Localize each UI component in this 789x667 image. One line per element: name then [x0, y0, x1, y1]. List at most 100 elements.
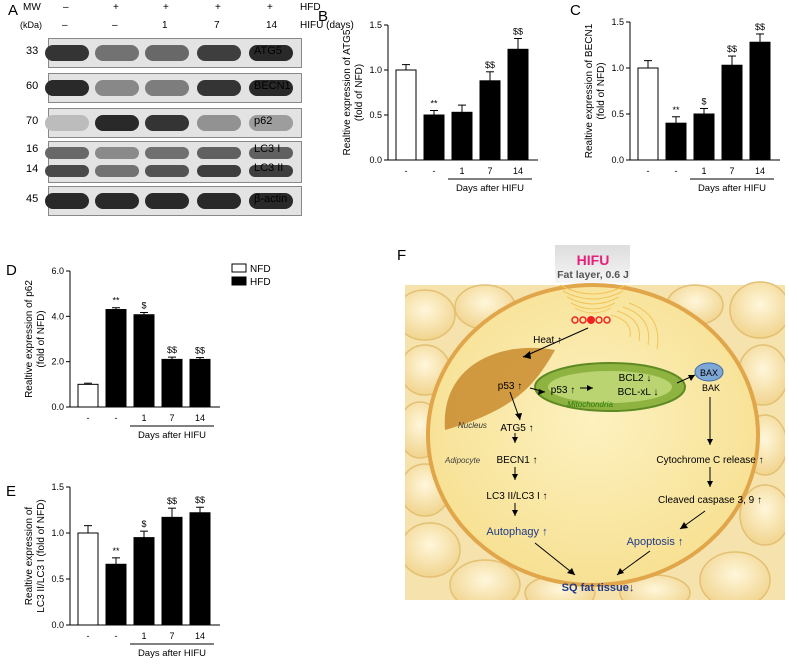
category-label: 7 — [169, 413, 174, 423]
y-axis-label: Realtive expression of — [24, 507, 35, 606]
bar — [105, 309, 127, 408]
legend-swatch — [231, 276, 247, 286]
blot-band — [197, 165, 241, 177]
y-tick-label: 0.0 — [51, 402, 64, 412]
bar — [133, 314, 155, 408]
y-tick-label: 0.5 — [369, 110, 382, 120]
p53-mito-label: p53 ↑ — [551, 385, 575, 396]
blot-band — [197, 45, 241, 61]
blot-band — [249, 80, 293, 96]
hfd-sign: + — [163, 2, 169, 13]
blot-band — [145, 80, 189, 96]
significance-mark: $$ — [195, 346, 205, 356]
nucleus — [444, 347, 555, 430]
becn1-label: BECN1 ↑ — [496, 455, 537, 466]
p53-nucleus-label: p53 ↑ — [498, 381, 522, 392]
significance-mark: $ — [701, 96, 706, 106]
category-label: - — [115, 631, 118, 641]
significance-mark: $ — [141, 519, 146, 529]
y-tick-label: 1.5 — [611, 17, 624, 27]
chart-p62: 0.0 2.0 4.0 6.0 Realtive expression of p62 (f… — [24, 263, 271, 441]
blot-band — [45, 45, 89, 61]
bar — [423, 114, 445, 161]
mw-marker: 14 — [26, 163, 39, 175]
x-axis-label: Days after HIFU — [138, 430, 206, 441]
y-axis-label: LC3 II/LC3 I (fold of NFD) — [36, 499, 47, 612]
blot-row-lc3i — [45, 141, 302, 183]
y-axis-label: Realtive expression of ATG5 — [342, 29, 353, 155]
blot-band — [95, 80, 139, 96]
chart-atg5: 0.0 0.5 1.0 1.5 Realtive expression of ATG5(… — [342, 20, 538, 194]
category-label: 1 — [459, 166, 464, 176]
protein-label: BECN1 — [254, 80, 291, 92]
significance-mark: $$ — [167, 345, 177, 355]
panel-label-c: C — [570, 2, 581, 19]
hfd-sign: + — [113, 2, 119, 13]
panel-label-f: F — [397, 247, 407, 264]
heat-label: Heat ↑ — [533, 335, 562, 346]
bar — [451, 111, 473, 161]
significance-mark: $$ — [167, 496, 177, 506]
blot-band — [95, 193, 139, 209]
x-axis-label: Days after HIFU — [138, 648, 206, 659]
heat-ripples — [610, 302, 659, 350]
focal-point — [571, 316, 611, 324]
blot-band — [249, 45, 293, 61]
bar — [749, 41, 771, 161]
category-label: - — [433, 166, 436, 176]
protein-label: p62 — [254, 115, 273, 127]
mw-label: MW — [23, 2, 41, 13]
legend-swatch — [231, 263, 247, 273]
bar — [693, 113, 715, 161]
category-label: 14 — [195, 631, 205, 641]
significance-mark: $$ — [485, 60, 495, 70]
hifu-sign: – — [62, 20, 68, 31]
bar — [161, 358, 183, 408]
category-label: 14 — [195, 413, 205, 423]
blot-band — [45, 80, 89, 96]
blot-band — [95, 45, 139, 61]
hfd-label: HFD — [300, 2, 321, 13]
fat-layer-label: Fat layer, 0.6 J — [557, 269, 629, 281]
significance-mark: ** — [672, 105, 680, 115]
bar — [105, 563, 127, 626]
category-label: 1 — [141, 413, 146, 423]
bclxl-label: BCL-xL ↓ — [618, 387, 659, 398]
kda-label: (kDa) — [20, 20, 42, 30]
significance-mark: ** — [112, 296, 120, 306]
y-axis-label: Realtive expression of BECN1 — [584, 23, 595, 158]
blot-band — [249, 193, 293, 209]
bcl2-label: BCL2 ↓ — [619, 373, 652, 384]
category-label: 14 — [513, 166, 523, 176]
hifu-days-label: HIFU (days) — [300, 20, 354, 31]
blot-band — [45, 147, 89, 159]
blot-band — [197, 80, 241, 96]
category-label: 14 — [755, 166, 765, 176]
blot-row-p62 — [45, 108, 302, 138]
blot-band — [95, 165, 139, 177]
blot-band — [249, 115, 293, 131]
sq-fat-label: SQ fat tissue↓ — [562, 582, 635, 594]
mechanism-schematic: HIFU Fat layer, 0.6 J Heat ↑ Nucleus Adi… — [405, 245, 785, 600]
bar — [161, 516, 183, 626]
pathway-arrows — [509, 327, 711, 576]
y-tick-label: 1.0 — [611, 63, 624, 73]
category-label: 7 — [169, 631, 174, 641]
hfd-sign: – — [63, 2, 69, 13]
significance-mark: $$ — [195, 495, 205, 505]
blot-band — [197, 147, 241, 159]
bak-label: BAK — [702, 383, 720, 393]
panel-label-d: D — [6, 262, 17, 279]
panel-label-b: B — [318, 8, 329, 25]
y-tick-label: 4.0 — [51, 311, 64, 321]
blot-band — [45, 193, 89, 209]
y-tick-label: 2.0 — [51, 357, 64, 367]
blot-band — [249, 147, 293, 159]
blot-band — [95, 115, 139, 131]
y-tick-label: 6.0 — [51, 266, 64, 276]
blot-band — [45, 115, 89, 131]
hfd-sign: + — [215, 2, 221, 13]
bar — [395, 69, 417, 161]
blot-row-atg5 — [45, 38, 302, 68]
